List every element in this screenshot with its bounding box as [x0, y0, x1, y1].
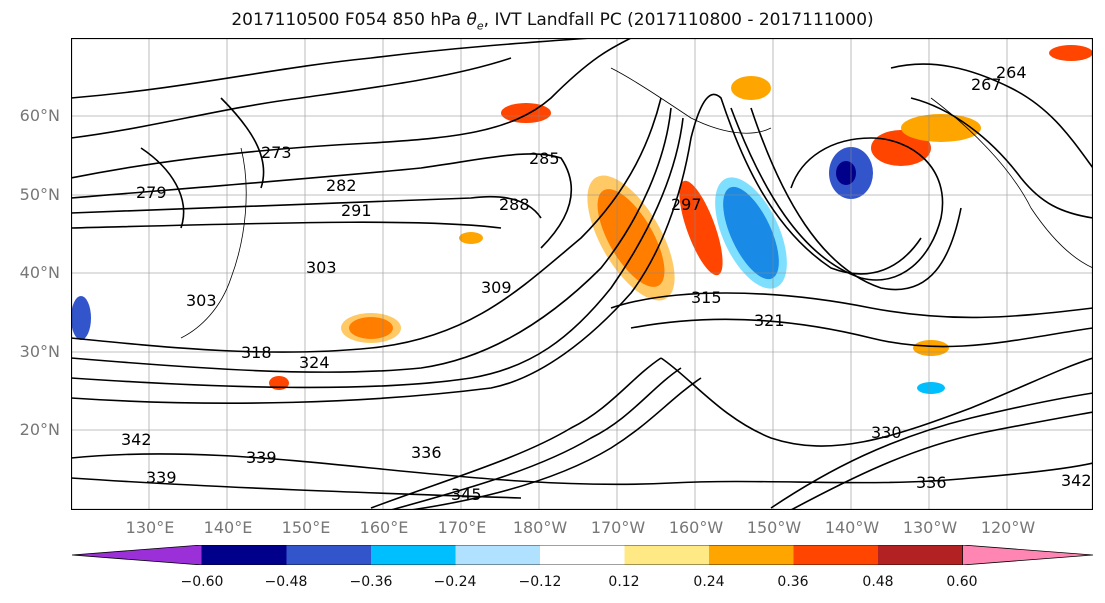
contour-label: 339	[146, 468, 177, 487]
lon-label: 150°E	[281, 518, 331, 537]
colorbar-tick: −0.60	[180, 574, 224, 590]
colorbar-tick: −0.48	[264, 574, 308, 590]
colorbar-tick: −0.12	[518, 574, 562, 590]
colorbar-tick: 0.24	[693, 574, 725, 590]
colorbar-cell	[286, 545, 371, 565]
contour-label: 336	[411, 443, 442, 462]
colorbar-cell	[709, 545, 794, 565]
colorbar-tick: 0.12	[608, 574, 640, 590]
colorbar-tick: 0.60	[946, 574, 978, 590]
lat-label-50n: 50°N	[19, 185, 60, 204]
contour-label: 318	[241, 343, 272, 362]
colorbar-graphic	[71, 544, 1094, 566]
contour-label: 291	[341, 201, 372, 220]
colorbar-cell	[371, 545, 456, 565]
contour-map: 264 267 273 279 282 285 288 291 297 303 …	[70, 37, 1094, 511]
contour-label: 345	[451, 485, 482, 504]
colorbar-cell	[793, 545, 878, 565]
contour-label: 288	[499, 195, 530, 214]
lon-label: 160°E	[359, 518, 409, 537]
colorbar-tick: −0.36	[349, 574, 393, 590]
lat-label-30n: 30°N	[19, 342, 60, 361]
contour-label: 321	[754, 311, 785, 330]
lon-label: 150°W	[746, 518, 802, 537]
lon-label: 120°W	[980, 518, 1036, 537]
lon-label: 140°E	[203, 518, 253, 537]
colorbar-cell	[202, 545, 287, 565]
lon-label: 160°W	[668, 518, 724, 537]
map-title: 2017110500 F054 850 hPa θe, IVT Landfall…	[231, 10, 874, 33]
lon-label: 140°W	[824, 518, 880, 537]
contour-label-group: 264 267 273 279 282 285 288 291 297 303 …	[121, 63, 1092, 504]
colorbar	[71, 544, 1094, 566]
colorbar-cell	[71, 544, 203, 566]
lat-label-40n: 40°N	[19, 263, 60, 282]
colorbar-cell	[540, 545, 625, 565]
contour-label: 297	[671, 195, 702, 214]
colorbar-tick: −0.24	[433, 574, 477, 590]
contour-label: 336	[916, 473, 947, 492]
lon-label: 170°E	[437, 518, 487, 537]
contour-label: 285	[529, 149, 560, 168]
contour-label: 267	[971, 75, 1002, 94]
lon-label: 170°W	[590, 518, 646, 537]
contour-label: 315	[691, 288, 722, 307]
colorbar-cell	[624, 545, 709, 565]
lon-label: 130°E	[125, 518, 175, 537]
contour-label: 282	[326, 176, 357, 195]
contour-label: 264	[996, 63, 1027, 82]
map-panel: 264 267 273 279 282 285 288 291 297 303 …	[70, 37, 1094, 511]
contour-label: 303	[186, 291, 217, 310]
contour-label: 273	[261, 143, 292, 162]
lon-label: 130°W	[902, 518, 958, 537]
contour-label: 324	[299, 353, 330, 372]
colorbar-cell	[962, 544, 1094, 566]
contour-label: 339	[246, 448, 277, 467]
contour-label: 309	[481, 278, 512, 297]
graticule	[71, 38, 1093, 510]
contour-label: 342	[1061, 471, 1092, 490]
contour-label: 303	[306, 258, 337, 277]
colorbar-tick: 0.48	[862, 574, 894, 590]
lon-label: 180°W	[512, 518, 568, 537]
coastlines	[180, 67, 1094, 339]
lat-label-60n: 60°N	[19, 106, 60, 125]
colorbar-tick: 0.36	[777, 574, 809, 590]
lat-label-20n: 20°N	[19, 420, 60, 439]
contour-label: 342	[121, 430, 152, 449]
colorbar-cell	[878, 545, 963, 565]
theta-e-contours	[70, 37, 1094, 511]
contour-label: 330	[871, 423, 902, 442]
colorbar-cell	[455, 545, 540, 565]
contour-label: 279	[136, 183, 167, 202]
